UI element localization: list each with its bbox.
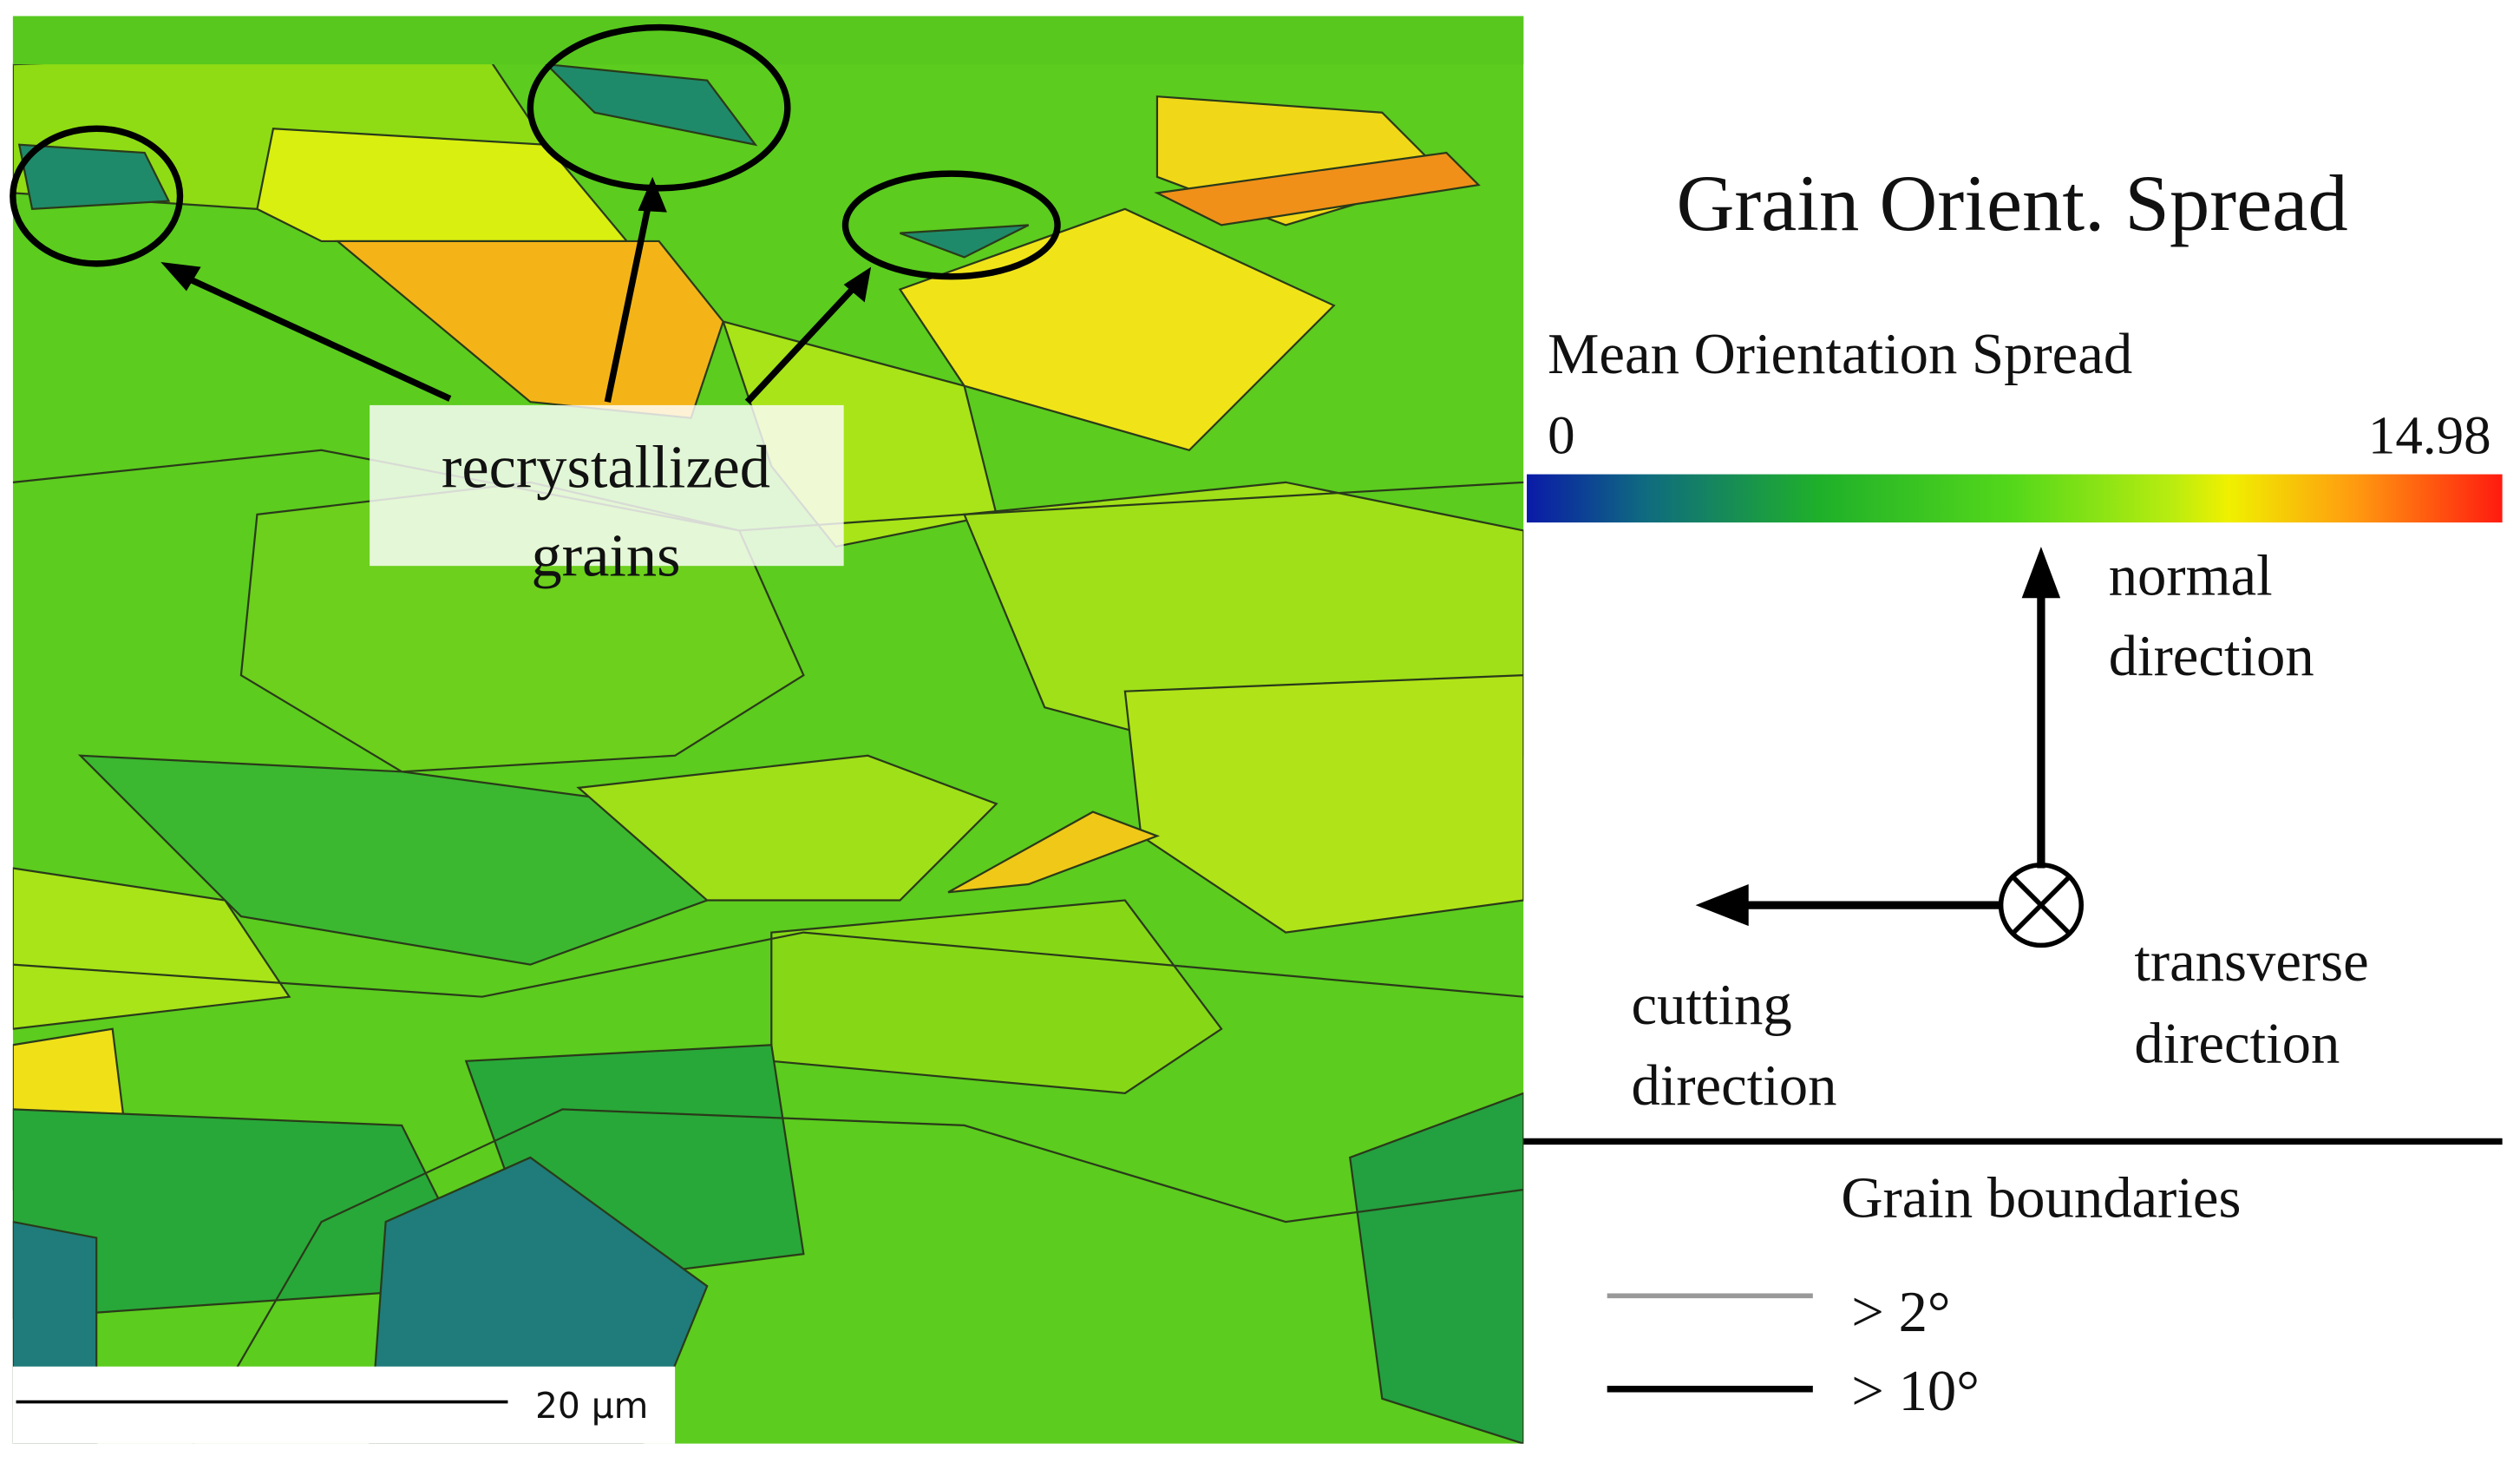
annotation-text: grains	[531, 522, 680, 589]
annotations	[10, 23, 1061, 404]
boundary-label: > 2°	[1851, 1281, 1950, 1344]
normal-label: normal	[2109, 545, 2273, 608]
colorbar-min: 0	[1548, 404, 1574, 465]
cutting-label: direction	[1631, 1054, 1836, 1118]
colorbar	[1527, 474, 2503, 523]
scale-bar-label: 20 µm	[535, 1385, 648, 1427]
boundary-label: > 10°	[1851, 1360, 1980, 1423]
annotation-box	[370, 404, 844, 567]
colorbar-label: Mean Orientation Spread	[1548, 323, 2132, 386]
scale-bar-box	[12, 1366, 676, 1444]
transverse-label: direction	[2134, 1013, 2340, 1076]
grain-map	[12, 16, 1524, 1444]
transverse-label: transverse	[2134, 930, 2368, 994]
direction-axes	[1695, 546, 2084, 948]
cutting-label: cutting	[1631, 974, 1791, 1037]
colorbar-max: 14.98	[2368, 404, 2491, 465]
legend-title: Grain Orient. Spread	[1676, 159, 2347, 248]
boundaries-title: Grain boundaries	[1841, 1167, 2241, 1230]
normal-label: direction	[2109, 625, 2314, 688]
annotation-text: recrystallized	[442, 433, 770, 501]
